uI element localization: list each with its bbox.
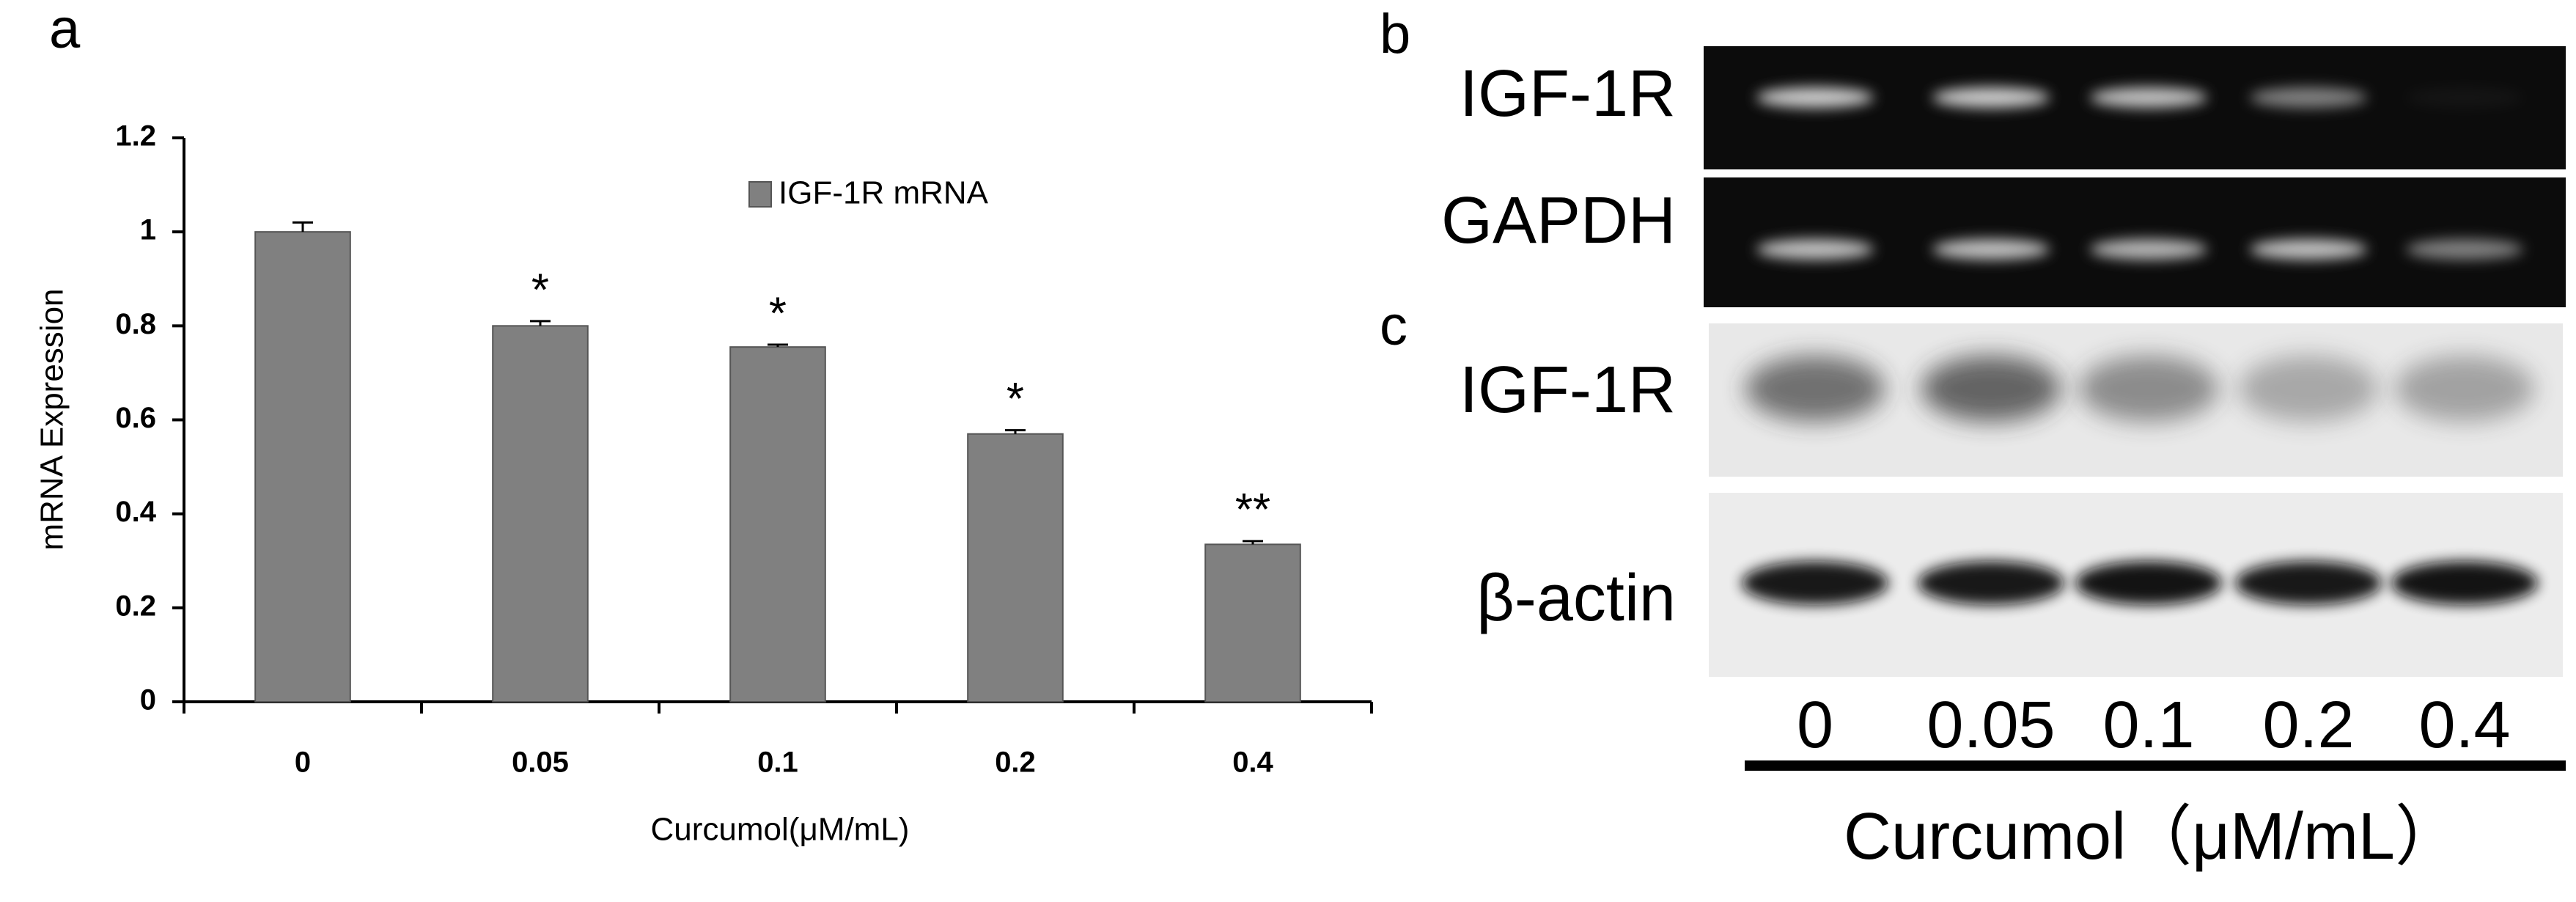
blot-x-label: Curcumol（μM/mL） — [1844, 800, 2461, 873]
panel-label: b — [1380, 3, 1410, 65]
y-tick-label: 0 — [140, 684, 156, 716]
x-tick-label: 0.2 — [995, 747, 1036, 779]
gel-band — [2090, 87, 2207, 108]
significance: * — [769, 288, 787, 339]
y-tick-label: 0.4 — [115, 496, 156, 528]
bar — [254, 231, 351, 703]
blot-band — [1745, 356, 1885, 422]
bar — [729, 346, 826, 703]
error-bar — [1005, 429, 1026, 434]
gel-band — [2406, 87, 2523, 108]
blot-band — [2075, 561, 2222, 605]
row-label: IGF-1R — [1460, 57, 1676, 131]
gel-band — [2250, 239, 2367, 260]
lane-label: 0 — [1797, 689, 1833, 762]
y-tick-label: 1 — [140, 214, 156, 246]
panel-label: a — [49, 0, 81, 60]
lane-label: 0.1 — [2102, 689, 2194, 762]
blot-band — [2395, 356, 2534, 422]
y-axis-label: mRNA Expression — [34, 288, 70, 550]
gel-band — [1932, 87, 2050, 108]
x-tick-label: 0.4 — [1232, 747, 1273, 779]
x-axis-label: Curcumol(μM/mL) — [651, 812, 910, 848]
gel-image — [1704, 46, 2566, 169]
lane-bar — [1745, 760, 2566, 771]
y-tick-label: 1.2 — [115, 120, 156, 153]
legend-label: IGF-1R mRNA — [779, 175, 989, 211]
y-tick-label: 0.8 — [115, 308, 156, 340]
gel-band — [2406, 239, 2523, 260]
blot-band — [2239, 356, 2378, 422]
row-label: GAPDH — [1441, 184, 1676, 257]
lane-label: 0.2 — [2262, 689, 2354, 762]
bar — [1204, 543, 1301, 703]
blot-band — [2235, 561, 2382, 605]
blot-band — [1742, 561, 1888, 605]
error-bar — [530, 320, 551, 326]
y-tick-label: 0.2 — [115, 590, 156, 622]
lane-label: 0.05 — [1927, 689, 2055, 762]
error-bar — [292, 221, 313, 232]
x-tick-label: 0 — [295, 747, 311, 779]
significance: ** — [1235, 485, 1270, 535]
row-label: IGF-1R — [1460, 353, 1676, 427]
significance: * — [531, 265, 549, 315]
bar — [492, 325, 589, 703]
lane-label: 0.4 — [2418, 689, 2510, 762]
gel-band — [1756, 239, 1874, 260]
y-tick-label: 0.6 — [115, 402, 156, 434]
panel-label: c — [1380, 295, 1407, 357]
x-tick-label: 0.1 — [757, 747, 798, 779]
gel-band — [1756, 87, 1874, 108]
gel-band — [2250, 87, 2367, 108]
error-bar — [768, 343, 788, 348]
legend-swatch — [748, 181, 772, 208]
bar — [967, 433, 1064, 703]
blot-band — [2079, 356, 2218, 422]
significance: * — [1007, 374, 1024, 425]
gel-band — [1932, 239, 2050, 260]
blot-band — [1918, 561, 2064, 605]
gel-band — [2090, 239, 2207, 260]
blot-band — [1921, 356, 2061, 422]
blot-band — [2391, 561, 2538, 605]
error-bar — [1243, 540, 1263, 545]
row-label: β-actin — [1476, 562, 1676, 635]
x-tick-label: 0.05 — [512, 747, 569, 779]
